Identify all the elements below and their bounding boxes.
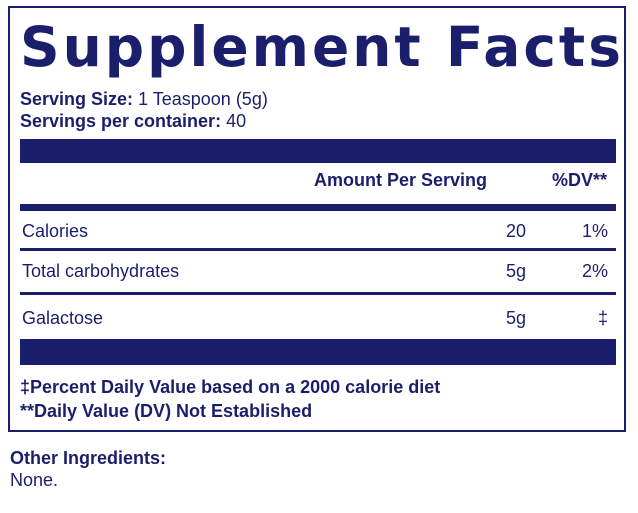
header-rule <box>20 204 616 211</box>
supplement-facts-panel: Supplement Facts Serving Size: 1 Teaspoo… <box>8 6 626 432</box>
top-thick-bar <box>20 139 616 163</box>
bottom-thick-bar <box>20 339 616 365</box>
footnote-dv-basis: ‡Percent Daily Value based on a 2000 cal… <box>20 377 441 397</box>
table-row: Total carbohydrates 5g 2% <box>20 251 616 291</box>
nutrient-amount: 5g <box>505 261 526 281</box>
row-divider <box>20 292 616 295</box>
serving-size: Serving Size: 1 Teaspoon (5g) <box>20 88 268 110</box>
amount-per-serving-header: Amount Per Serving <box>314 170 488 190</box>
panel-title: Supplement Facts <box>20 15 624 79</box>
row-divider <box>20 248 616 251</box>
other-ingredients-label: Other Ingredients: <box>10 448 167 468</box>
nutrient-amount: 5g <box>505 308 526 328</box>
nutrient-name: Calories <box>22 221 89 241</box>
servings-per-container-label: Servings per container: <box>20 111 222 131</box>
nutrient-dv: ‡ <box>597 308 608 328</box>
servings-per-container: Servings per container: 40 <box>20 110 246 132</box>
other-ingredients-value: None. <box>10 470 59 490</box>
dv-header: %DV** <box>552 170 608 190</box>
nutrient-dv: 1% <box>581 221 608 241</box>
servings-per-container-value: 40 <box>226 111 247 131</box>
nutrient-amount: 20 <box>505 221 526 241</box>
footnote-dv-not-established: **Daily Value (DV) Not Established <box>20 401 313 421</box>
nutrient-dv: 2% <box>581 261 608 281</box>
nutrient-name: Galactose <box>22 308 104 328</box>
table-row: Calories 20 1% <box>20 211 616 251</box>
serving-size-label: Serving Size: <box>20 89 134 109</box>
table-row: Galactose 5g ‡ <box>20 298 616 338</box>
nutrient-name: Total carbohydrates <box>22 261 180 281</box>
serving-size-value: 1 Teaspoon (5g) <box>138 89 268 109</box>
